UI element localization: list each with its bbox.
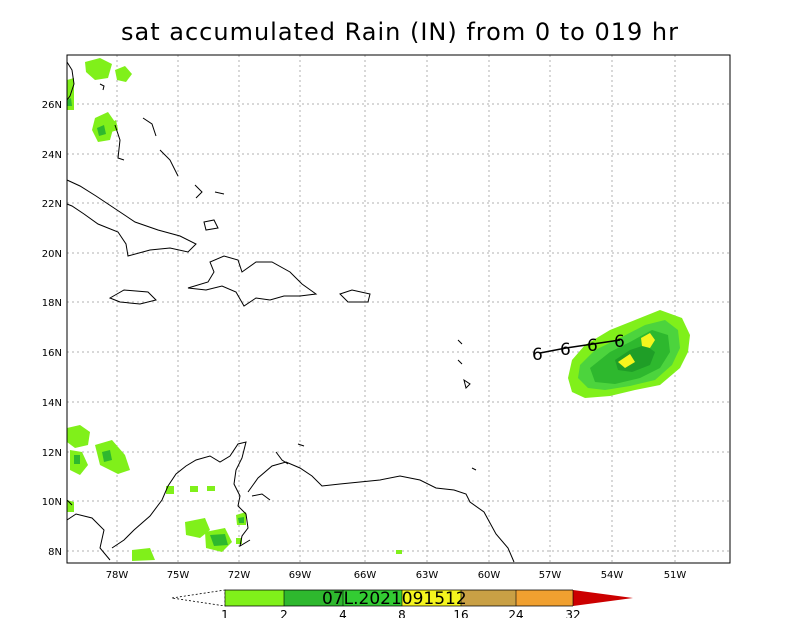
hurricane-symbol-icon: 6 xyxy=(532,345,543,365)
plot-frame xyxy=(66,54,731,564)
hurricane-symbol-icon: 6 xyxy=(560,340,571,360)
colombia-interior-rain xyxy=(132,486,402,561)
x-tick-label: 66W xyxy=(354,570,377,581)
x-axis-ticks: 78W 75W 72W 69W 66W 63W 60W 57W 54W 51W xyxy=(106,570,687,581)
y-tick-label: 8N xyxy=(48,547,62,558)
coastlines xyxy=(66,61,515,563)
y-tick-label: 16N xyxy=(42,348,62,359)
colorbar-level-label: 1 xyxy=(221,608,229,618)
colorbar-labels: 1 2 4 8 16 24 32 xyxy=(221,590,581,618)
y-tick-label: 22N xyxy=(42,199,62,210)
x-tick-label: 75W xyxy=(167,570,190,581)
colorbar-level-label: 32 xyxy=(565,608,580,618)
colorbar-level-label: 24 xyxy=(508,608,523,618)
y-tick-label: 26N xyxy=(42,100,62,111)
y-tick-label: 14N xyxy=(42,398,62,409)
x-tick-label: 72W xyxy=(228,570,251,581)
y-tick-label: 24N xyxy=(42,150,62,161)
map-title: sat accumulated Rain (IN) from 0 to 019 … xyxy=(121,18,679,46)
y-tick-label: 12N xyxy=(42,448,62,459)
rain-shading xyxy=(67,58,690,561)
caribbean-coast-rain xyxy=(67,425,130,512)
storm-rain-area xyxy=(568,310,690,398)
hurricane-symbol-icon: 6 xyxy=(587,336,598,356)
colorbar-level-label: 8 xyxy=(398,608,406,618)
colorbar-level-label: 4 xyxy=(339,608,347,618)
x-tick-label: 69W xyxy=(289,570,312,581)
x-tick-label: 54W xyxy=(601,570,624,581)
colorbar-level-label: 2 xyxy=(280,608,288,618)
y-axis-ticks: 26N 24N 22N 20N 18N 16N 14N 12N 10N 8N xyxy=(42,100,62,558)
bahamas-rain xyxy=(67,58,132,142)
x-tick-label: 60W xyxy=(478,570,501,581)
y-tick-label: 18N xyxy=(42,298,62,309)
colorbar: 07L.2021091512 xyxy=(171,589,633,609)
x-tick-label: 57W xyxy=(539,570,562,581)
x-tick-label: 51W xyxy=(664,570,687,581)
y-tick-label: 10N xyxy=(42,497,62,508)
colorbar-level-label: 16 xyxy=(453,608,468,618)
hurricane-symbol-icon: 6 xyxy=(614,332,625,352)
y-tick-label: 20N xyxy=(42,249,62,260)
storm-track: 6 6 6 6 xyxy=(532,332,625,365)
storm-id-label: 07L.2021091512 xyxy=(322,589,467,609)
x-tick-label: 63W xyxy=(416,570,439,581)
x-tick-label: 78W xyxy=(106,570,129,581)
